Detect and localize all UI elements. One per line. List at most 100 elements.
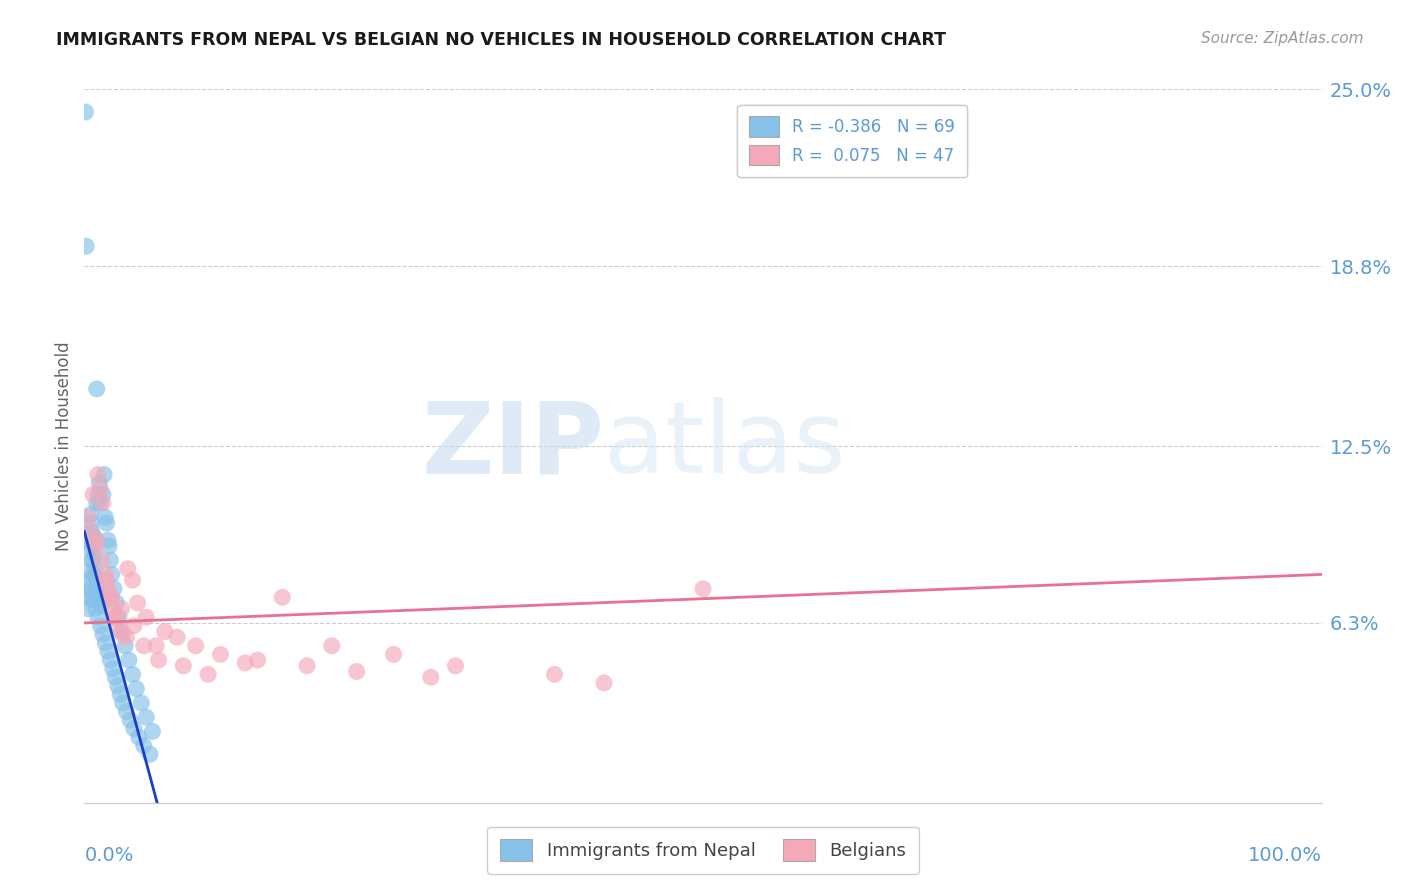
Point <box>79 508 101 522</box>
Point <box>166 630 188 644</box>
Point <box>593 676 616 690</box>
Point <box>148 653 170 667</box>
Point <box>80 516 103 530</box>
Point <box>83 548 105 562</box>
Point <box>94 567 117 582</box>
Point <box>84 570 107 584</box>
Point <box>77 601 100 615</box>
Point <box>87 467 110 482</box>
Point <box>100 591 122 605</box>
Point <box>141 724 163 739</box>
Point <box>100 567 122 582</box>
Point <box>94 636 117 650</box>
Point <box>209 648 232 662</box>
Point <box>91 487 114 501</box>
Point <box>101 601 124 615</box>
Point <box>115 630 138 644</box>
Point <box>98 539 121 553</box>
Point <box>84 601 107 615</box>
Point <box>89 476 111 491</box>
Point <box>346 665 368 679</box>
Point <box>79 541 101 556</box>
Point <box>419 670 441 684</box>
Point <box>122 619 145 633</box>
Point <box>108 610 131 624</box>
Point <box>89 619 111 633</box>
Point <box>111 627 134 641</box>
Point <box>98 653 121 667</box>
Point <box>105 610 128 624</box>
Legend: R = -0.386   N = 69, R =  0.075   N = 47: R = -0.386 N = 69, R = 0.075 N = 47 <box>737 104 967 177</box>
Point <box>246 653 269 667</box>
Point <box>79 584 101 599</box>
Point <box>89 496 111 510</box>
Point <box>80 553 103 567</box>
Point <box>86 533 108 548</box>
Point <box>129 696 152 710</box>
Point <box>101 662 124 676</box>
Point <box>184 639 207 653</box>
Point <box>122 722 145 736</box>
Point <box>96 516 118 530</box>
Point <box>135 610 157 624</box>
Point <box>91 627 114 641</box>
Point <box>127 596 149 610</box>
Point <box>110 687 132 701</box>
Text: ZIP: ZIP <box>422 398 605 494</box>
Point <box>271 591 294 605</box>
Point <box>321 639 343 653</box>
Point <box>107 679 129 693</box>
Point <box>98 553 121 567</box>
Point <box>76 591 98 605</box>
Point <box>118 653 141 667</box>
Point <box>77 582 100 596</box>
Point <box>89 596 111 610</box>
Point <box>82 487 104 501</box>
Point <box>91 496 114 510</box>
Point <box>86 382 108 396</box>
Point <box>96 573 118 587</box>
Point <box>84 539 107 553</box>
Legend: Immigrants from Nepal, Belgians: Immigrants from Nepal, Belgians <box>486 827 920 874</box>
Point <box>110 601 132 615</box>
Point <box>98 591 121 605</box>
Point <box>110 624 132 639</box>
Text: atlas: atlas <box>605 398 845 494</box>
Text: Source: ZipAtlas.com: Source: ZipAtlas.com <box>1201 31 1364 46</box>
Point <box>84 562 107 576</box>
Point <box>82 553 104 567</box>
Point <box>87 487 110 501</box>
Point <box>115 705 138 719</box>
Point <box>295 658 318 673</box>
Point <box>75 105 97 120</box>
Point <box>382 648 405 662</box>
Point <box>117 562 139 576</box>
Point <box>543 667 565 681</box>
Point <box>104 670 127 684</box>
Point <box>145 639 167 653</box>
Point <box>97 644 120 658</box>
Point <box>94 510 117 524</box>
Point <box>82 593 104 607</box>
Point <box>444 658 467 673</box>
Point <box>76 565 98 579</box>
Text: IMMIGRANTS FROM NEPAL VS BELGIAN NO VEHICLES IN HOUSEHOLD CORRELATION CHART: IMMIGRANTS FROM NEPAL VS BELGIAN NO VEHI… <box>56 31 946 49</box>
Point <box>135 710 157 724</box>
Point <box>77 573 100 587</box>
Text: 0.0%: 0.0% <box>84 846 134 864</box>
Point <box>132 739 155 753</box>
Point <box>89 482 111 496</box>
Point <box>82 539 104 553</box>
Point <box>120 713 142 727</box>
Point <box>197 667 219 681</box>
Point <box>121 573 143 587</box>
Point <box>108 619 131 633</box>
Point <box>105 596 128 610</box>
Y-axis label: No Vehicles in Household: No Vehicles in Household <box>55 341 73 551</box>
Point <box>132 639 155 653</box>
Point <box>233 656 256 670</box>
Point <box>90 591 112 605</box>
Text: 100.0%: 100.0% <box>1247 846 1322 864</box>
Point <box>97 533 120 548</box>
Point <box>87 610 110 624</box>
